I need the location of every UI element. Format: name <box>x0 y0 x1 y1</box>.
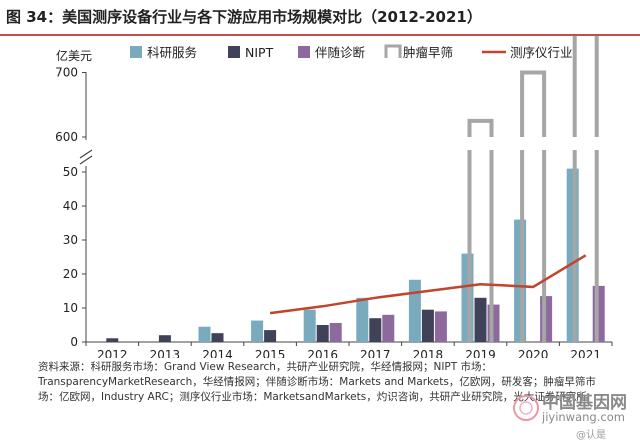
bar-2 <box>434 311 447 342</box>
bar-1 <box>106 338 119 342</box>
marks <box>106 36 605 342</box>
y-tick-label: 40 <box>63 199 78 213</box>
bar-1 <box>369 318 382 342</box>
bar-2 <box>329 322 342 342</box>
legend-swatch-1 <box>228 46 240 58</box>
legend: 科研服务 NIPT 伴随诊断 肿瘤早筛 测序仪行业 <box>130 44 573 60</box>
bar-1 <box>158 335 171 342</box>
axis-break-mark <box>79 149 93 159</box>
figure-title: 图 34：美国测序设备行业与各下游应用市场规模对比（2012-2021） <box>6 8 482 26</box>
bar-1 <box>211 333 224 342</box>
x-tick-label: 2019 <box>465 348 496 358</box>
y-axis-label: 亿美元 <box>56 48 92 63</box>
bar-0 <box>251 320 264 342</box>
bar-1 <box>474 297 487 342</box>
legend-swatch-0 <box>130 46 142 58</box>
x-tick-label: 2020 <box>518 348 549 358</box>
watermark-url: jiyinwang.com <box>542 410 625 424</box>
legend-swatch-3 <box>384 44 402 58</box>
x-tick-label: 2016 <box>307 348 338 358</box>
legend-label-0: 科研服务 <box>147 45 197 60</box>
legend-label-2: 伴随诊断 <box>315 45 365 60</box>
y-tick-label: 20 <box>63 267 78 281</box>
y-tick-label: 10 <box>63 301 78 315</box>
y-tick-label: 50 <box>63 165 78 179</box>
bar-2 <box>382 314 395 342</box>
x-tick-label: 2017 <box>360 348 391 358</box>
bar-1 <box>421 309 434 342</box>
source-note: 资料来源：科研服务市场：Grand View Research，共研产业研究院，… <box>38 361 596 403</box>
bar-0 <box>303 309 316 342</box>
x-tick-label: 2013 <box>150 348 181 358</box>
y-tick-label: 30 <box>63 233 78 247</box>
legend-swatch-2 <box>298 46 310 58</box>
legend-label-1: NIPT <box>245 45 274 60</box>
bar-1 <box>316 325 329 342</box>
y-tick-label: 700 <box>55 66 78 80</box>
watermark-logo-icon <box>513 395 539 421</box>
y-tick-label: 600 <box>55 130 78 144</box>
watermark-main: 中国基因网 <box>542 393 627 413</box>
y-tick-label: 0 <box>70 335 78 349</box>
x-tick-label: 2012 <box>97 348 128 358</box>
legend-label-3: 肿瘤早筛 <box>403 45 453 60</box>
screening-bar-upper <box>467 118 494 137</box>
x-tick-label: 2018 <box>413 348 444 358</box>
bar-0 <box>356 297 369 342</box>
watermark: 中国基因网 jiyinwang.com @认是 <box>512 386 636 444</box>
axes: 亿美元0102030405060070080020122013201420152… <box>55 48 613 358</box>
bar-0 <box>408 279 421 342</box>
bar-0 <box>198 326 211 342</box>
x-tick-label: 2021 <box>570 348 601 358</box>
x-tick-label: 2014 <box>202 348 233 358</box>
chart: 科研服务 NIPT 伴随诊断 肿瘤早筛 测序仪行业 亿美元 0 10 20 30 40 50 600 7… <box>55 36 613 358</box>
title-bar: 图 34：美国测序设备行业与各下游应用市场规模对比（2012-2021） <box>0 0 640 36</box>
screening-bar-upper <box>520 70 547 137</box>
sequencer-line <box>269 254 587 315</box>
x-tick-label: 2015 <box>255 348 286 358</box>
bar-1 <box>264 330 277 342</box>
watermark-tag: @认是 <box>576 430 606 441</box>
legend-label-4: 测序仪行业 <box>510 45 573 60</box>
screening-bar-upper <box>572 36 599 137</box>
axis-break-mark <box>79 155 93 165</box>
